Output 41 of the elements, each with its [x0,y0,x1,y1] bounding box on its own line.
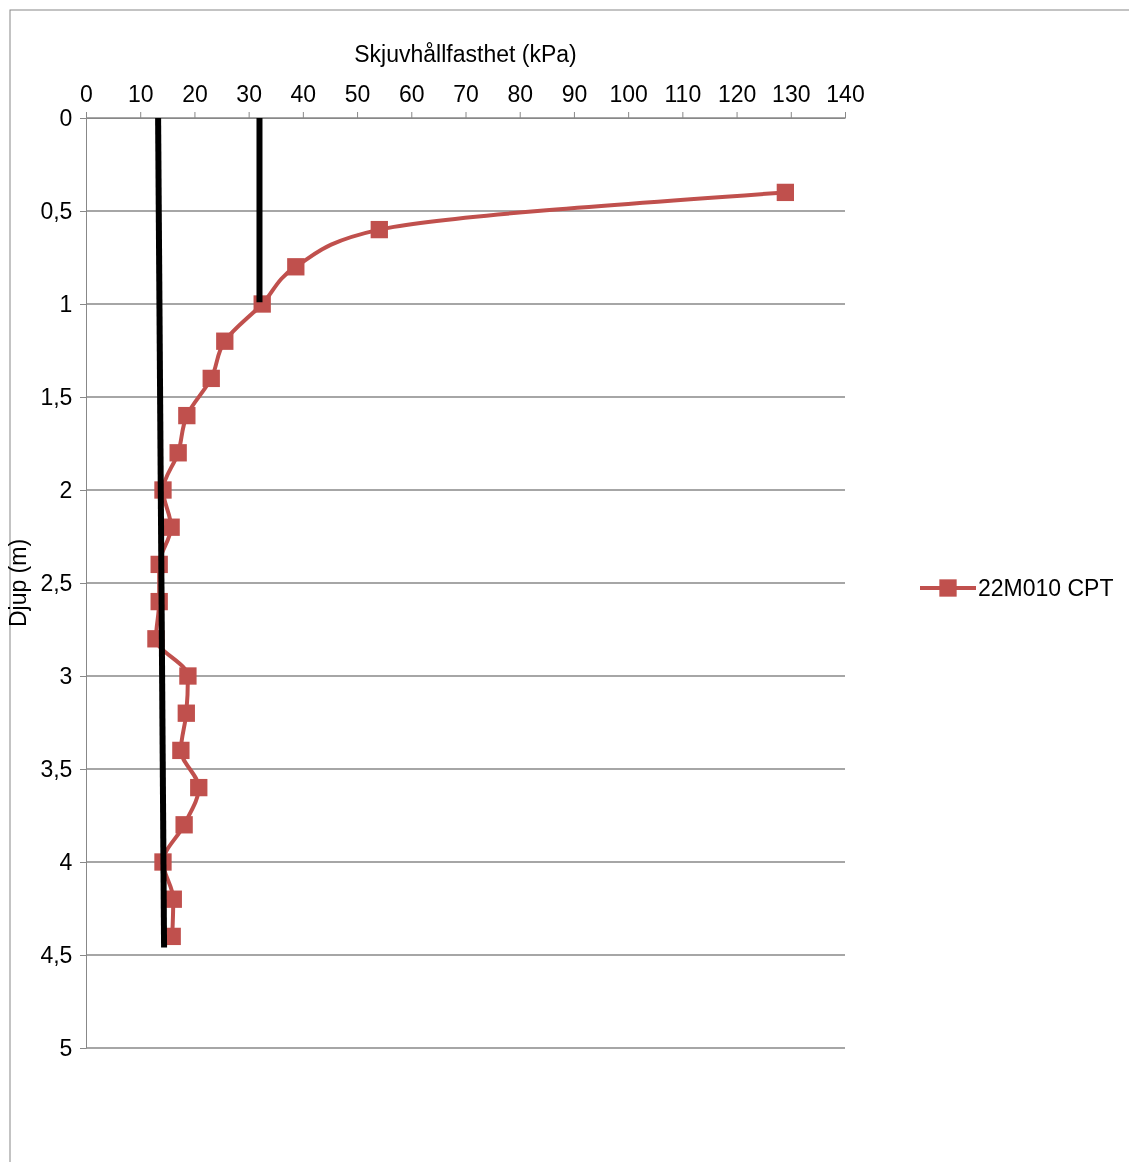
y-tick-label: 2 [59,476,73,503]
y-tick-label: 3,5 [40,755,73,782]
point [172,741,190,760]
point [370,220,388,239]
y-tick-label: 3 [59,662,73,689]
point [190,778,208,797]
y-tick-label: 5 [59,1034,73,1061]
y-axis-title: Djup (m) [5,538,31,628]
point [169,444,187,462]
point [177,704,195,722]
point [202,369,220,388]
x-tick-label: 70 [453,81,479,108]
y-tick-label: 2,5 [40,569,73,596]
x-tick-label: 50 [344,81,371,108]
x-tick-label: 20 [182,81,208,108]
point [216,332,234,350]
point [175,816,193,834]
x-tick-label: 130 [772,81,811,108]
x-tick-label: 80 [507,81,534,108]
point [287,258,305,276]
legend-label: 22M010 CPT [978,575,1114,601]
y-tick-label: 4,5 [40,941,73,968]
y-tick-label: 0,5 [40,197,73,224]
x-tick-label: 40 [290,81,317,108]
y-tick-label: 1,5 [40,383,73,410]
y-tick-label: 0 [59,104,73,131]
x-tick-label: 10 [127,81,154,108]
point [776,183,795,202]
point [178,406,196,425]
x-tick-label: 110 [664,81,702,108]
x-tick-label: 90 [561,81,588,108]
x-tick-label: 0 [80,81,93,108]
x-tick-label: 100 [609,81,648,108]
x-axis-title: Skjuvhållfasthet (kPa) [354,41,577,67]
y-tick-label: 4 [59,848,73,875]
x-tick-label: 30 [236,81,262,108]
y-tick-label: 1 [59,290,73,317]
x-tick-label: 140 [826,81,865,108]
x-tick-label: 60 [398,81,425,108]
x-tick-label: 120 [717,81,757,108]
point [179,667,197,685]
